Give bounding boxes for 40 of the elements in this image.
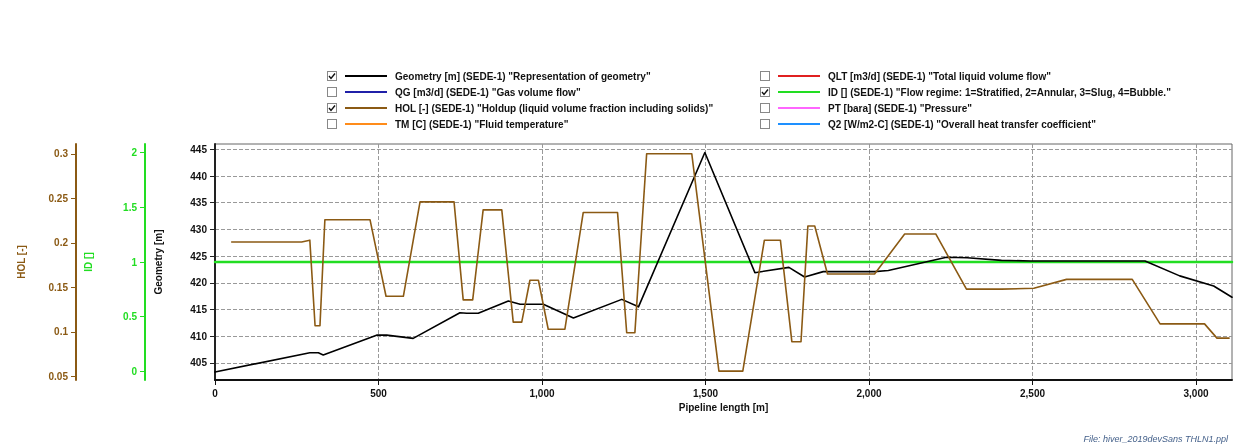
legend-label: PT [bara] (SEDE-1) "Pressure": [828, 102, 972, 114]
y3-axis-title: ID []: [82, 252, 94, 272]
y2-tick-label: 0.3: [54, 148, 69, 160]
y2-tick-label: 0.25: [48, 192, 69, 204]
legend-label: Geometry [m] (SEDE-1) "Representation of geometry": [395, 70, 651, 82]
x-tick-label: 2,000: [856, 387, 882, 399]
y3-tick-label: 1: [131, 256, 138, 268]
x-tick-label: 1,000: [529, 387, 555, 399]
x-tick-label: 1,500: [693, 387, 719, 399]
y2-tick-label: 0.1: [54, 326, 69, 338]
y-tick-label: 430: [190, 223, 208, 235]
legend-label: Q2 [W/m2-C] (SEDE-1) "Overall heat transfer coefficient": [828, 118, 1096, 130]
y2-tick-label: 0.15: [48, 281, 69, 293]
y3-tick-label: 2: [131, 147, 138, 159]
y-tick-label: 445: [190, 143, 208, 155]
y-tick-label: 420: [190, 277, 208, 289]
x-axis-title: Pipeline length [m]: [678, 402, 769, 414]
legend-label: HOL [-] (SEDE-1) "Holdup (liquid volume fraction including solids)": [395, 102, 714, 114]
x-tick-label: 2,500: [1020, 387, 1046, 399]
x-tick-label: 3,000: [1183, 387, 1209, 399]
x-tick-label: 500: [370, 387, 388, 399]
x-tick-label: 0: [212, 387, 219, 399]
legend-label: QG [m3/d] (SEDE-1) "Gas volume flow": [395, 86, 581, 98]
y-tick-label: 410: [190, 330, 208, 342]
y-axis-title: Geometry [m]: [152, 229, 164, 295]
y2-tick-label: 0.2: [54, 237, 69, 249]
y-tick-label: 405: [190, 357, 208, 369]
legend-label: ID [] (SEDE-1) "Flow regime: 1=Stratified, 2=Annular, 3=Slug, 4=Bubble.": [828, 86, 1171, 98]
y-tick-label: 425: [190, 250, 208, 262]
y3-tick-label: 0: [131, 365, 138, 377]
y-tick-label: 440: [190, 170, 208, 182]
legend-label: TM [C] (SEDE-1) "Fluid temperature": [395, 118, 569, 130]
y2-axis-title: HOL [-]: [15, 245, 27, 279]
y2-tick-label: 0.05: [48, 370, 69, 382]
legend-label: QLT [m3/d] (SEDE-1) "Total liquid volume flow": [828, 70, 1051, 82]
y-tick-label: 435: [190, 197, 208, 209]
y3-tick-label: 1.5: [123, 201, 138, 213]
y-tick-label: 415: [190, 304, 208, 316]
text: File: hiver_2019devSans THLN1.ppl: [1083, 434, 1228, 444]
y3-tick-label: 0.5: [123, 311, 138, 323]
